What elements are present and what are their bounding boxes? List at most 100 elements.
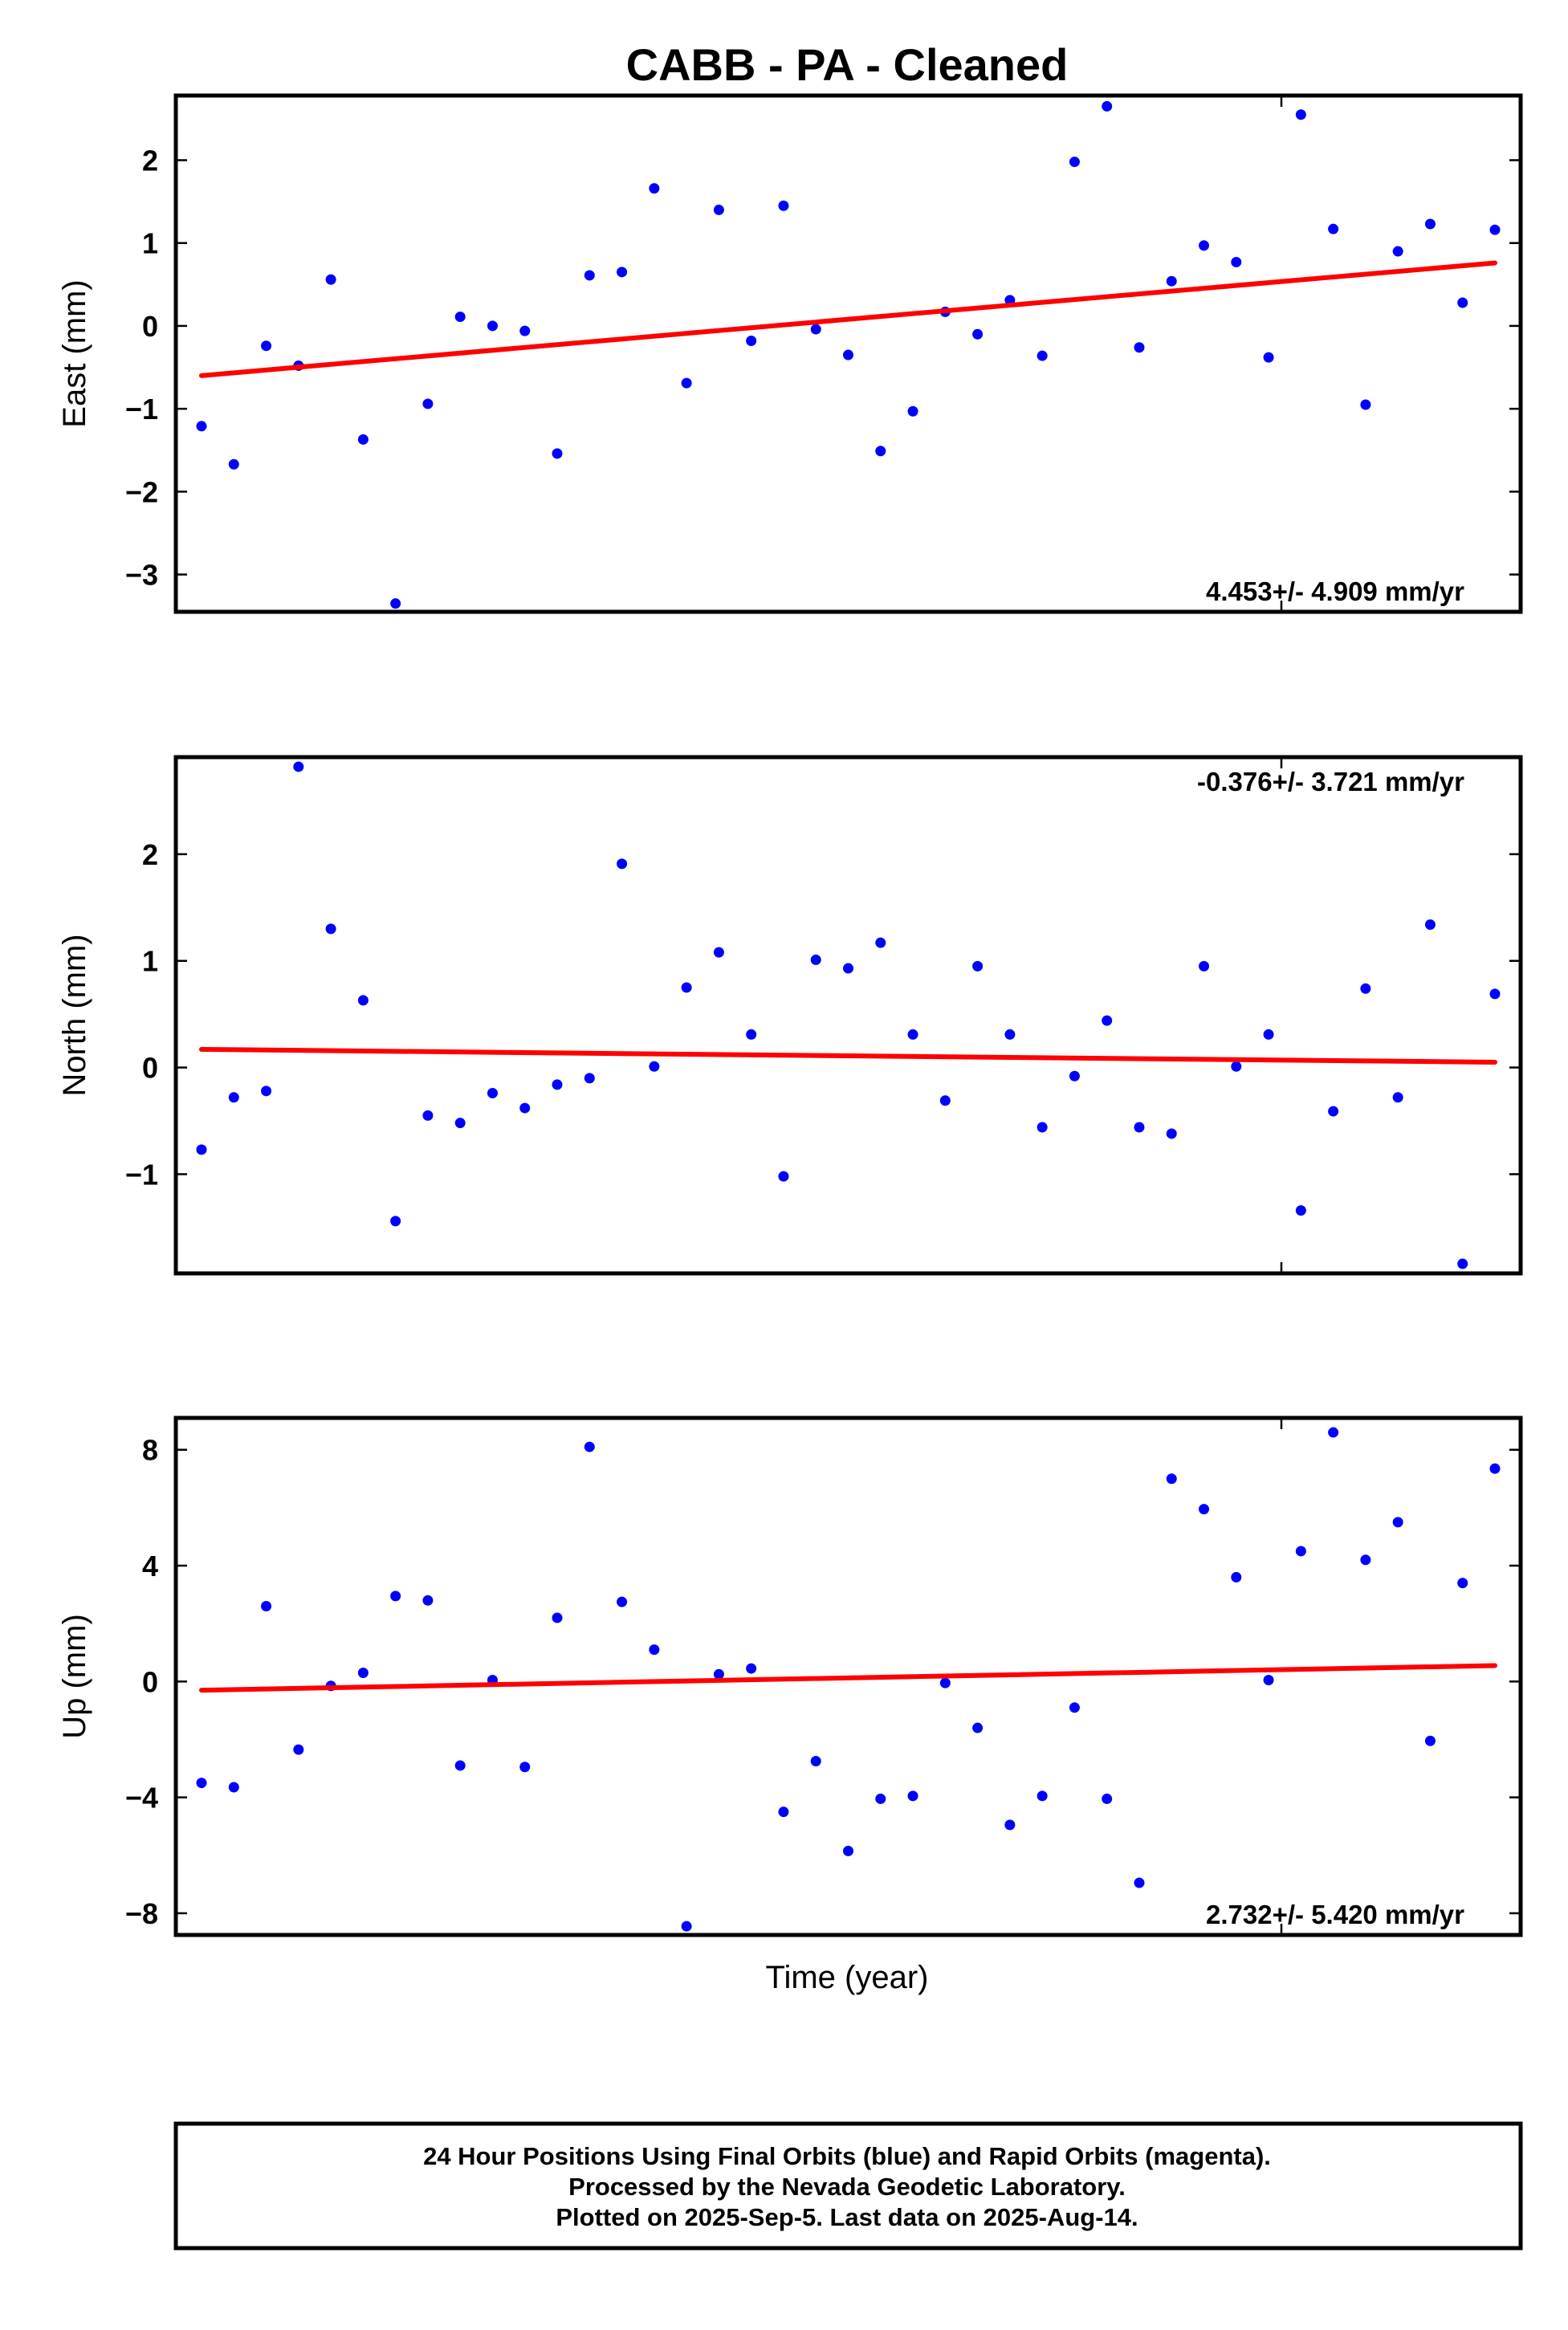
data-point	[1102, 100, 1113, 112]
data-point	[1360, 1554, 1371, 1566]
data-point	[1424, 1735, 1436, 1746]
data-point	[228, 1782, 239, 1793]
data-point	[649, 183, 660, 194]
data-point	[972, 960, 984, 972]
x-axis-label: Time (year)	[766, 1960, 929, 1995]
data-point	[907, 1029, 918, 1040]
data-point	[357, 434, 369, 445]
data-point	[261, 1086, 272, 1097]
data-point	[1360, 983, 1371, 994]
panel-0: 2 1 0 −1 −2 −3 East (mm) 4.453+/- 4.909 mm/yr	[57, 93, 1523, 614]
data-point	[1069, 1702, 1080, 1713]
panel-2: 8 4 0 −4 −8 Up (mm) 2.732+/- 5.420 mm/yr	[57, 1416, 1523, 1937]
data-point	[1295, 1546, 1306, 1557]
data-point	[713, 204, 724, 215]
y-tick-label: 2	[142, 145, 158, 177]
data-point	[293, 1744, 304, 1755]
panel-frame	[173, 1416, 1523, 1937]
data-point	[1037, 1790, 1048, 1802]
data-point	[939, 1095, 951, 1106]
chart-panels: 2 1 0 −1 −2 −3 East (mm) 4.453+/- 4.909 mm/yr 2 1…	[57, 93, 1523, 1937]
data-point	[1102, 1015, 1113, 1026]
data-point	[1166, 275, 1177, 287]
data-point	[843, 963, 853, 974]
data-point	[519, 1762, 531, 1773]
data-point	[875, 937, 886, 948]
data-point	[196, 421, 207, 432]
data-point	[228, 1092, 239, 1103]
data-point	[713, 947, 724, 958]
y-tick-label: 0	[142, 310, 158, 343]
data-point	[519, 1102, 531, 1114]
y-tick-label: −1	[125, 1158, 158, 1191]
data-point	[325, 274, 336, 285]
data-point	[584, 1441, 595, 1452]
data-point	[907, 405, 918, 417]
y-tick-label: −3	[125, 559, 158, 592]
data-point	[196, 1778, 207, 1789]
y-tick-label: 1	[142, 945, 158, 978]
y-tick-label: −1	[125, 393, 158, 426]
data-point	[1231, 1061, 1242, 1072]
footer-line-1: 24 Hour Positions Using Final Orbits (bl…	[423, 2142, 1271, 2170]
data-point	[649, 1061, 660, 1072]
data-point	[325, 923, 336, 935]
data-point	[1263, 1029, 1274, 1040]
data-point	[422, 1595, 434, 1606]
y-tick-label: 2	[142, 838, 158, 871]
data-point	[584, 1073, 595, 1084]
data-point	[552, 1079, 563, 1090]
data-point	[1263, 1675, 1274, 1686]
footer-box: 24 Hour Positions Using Final Orbits (bl…	[173, 2121, 1523, 2251]
data-point	[649, 1644, 660, 1656]
trend-line	[199, 260, 1497, 378]
data-point	[778, 200, 789, 211]
y-tick-label: 0	[142, 1665, 158, 1698]
data-point	[390, 598, 401, 609]
data-point	[746, 1663, 757, 1674]
y-tick-label: −2	[125, 475, 158, 508]
rate-label: -0.376+/- 3.721 mm/yr	[1197, 767, 1464, 796]
data-point	[810, 954, 821, 965]
data-point	[519, 325, 531, 336]
footer-line-3: Plotted on 2025-Sep-5. Last data on 2025…	[556, 2203, 1138, 2231]
data-point	[1037, 1122, 1048, 1133]
y-tick-label: −4	[125, 1782, 158, 1815]
data-point	[1328, 223, 1339, 234]
rate-label: 4.453+/- 4.909 mm/yr	[1206, 576, 1464, 606]
y-tick-label: 8	[142, 1434, 158, 1467]
data-point	[1457, 297, 1468, 308]
data-point	[1489, 988, 1501, 1000]
data-point	[875, 1793, 886, 1804]
data-point	[1134, 342, 1145, 353]
data-point	[1392, 1517, 1403, 1528]
data-point	[1392, 1092, 1403, 1103]
data-point	[746, 336, 757, 347]
data-point	[1134, 1122, 1145, 1133]
data-point	[713, 1668, 724, 1680]
data-point	[454, 312, 466, 323]
data-point	[1004, 1819, 1016, 1831]
data-point	[617, 1596, 628, 1607]
data-point	[487, 320, 498, 332]
data-point	[810, 324, 821, 335]
data-point	[972, 328, 984, 340]
data-point	[617, 858, 628, 870]
data-point	[1231, 1571, 1242, 1583]
data-point	[390, 1591, 401, 1602]
panel-frame	[173, 93, 1523, 614]
data-point	[552, 448, 563, 459]
data-point	[843, 349, 853, 360]
data-point	[1295, 1205, 1306, 1216]
data-point	[1231, 256, 1242, 267]
data-point	[1392, 246, 1403, 257]
data-point	[1295, 109, 1306, 120]
data-point	[390, 1216, 401, 1227]
data-point	[1199, 240, 1210, 251]
data-point	[1489, 224, 1501, 235]
data-point	[196, 1144, 207, 1155]
data-point	[1489, 1463, 1501, 1474]
trend-line	[199, 1663, 1497, 1693]
data-point	[617, 267, 628, 278]
chart-title: CABB - PA - Cleaned	[626, 39, 1069, 90]
